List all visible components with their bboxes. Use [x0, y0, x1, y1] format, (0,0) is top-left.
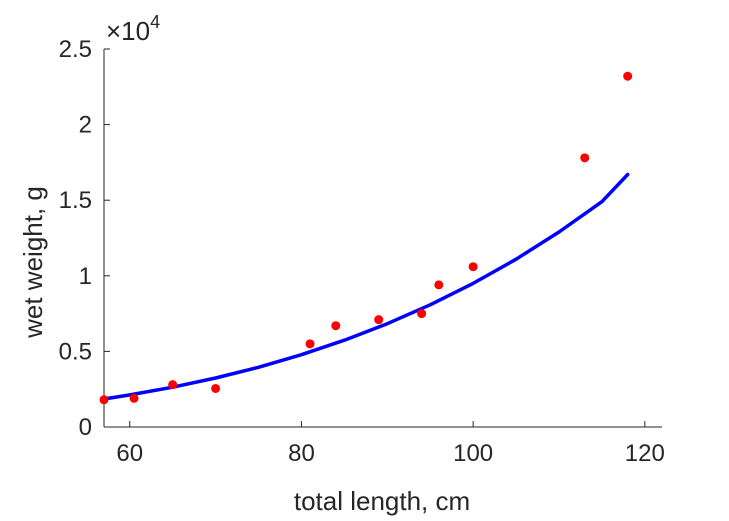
labels: total length, cm wet weight, g ×104	[18, 12, 470, 516]
y-tick-label: 2	[79, 112, 92, 139]
data-point	[374, 315, 384, 325]
x-tick-label: 60	[116, 440, 143, 467]
y-tick-label: 1.5	[59, 187, 92, 214]
data-point	[211, 383, 221, 393]
marks	[99, 71, 633, 405]
y-exponent-prefix: ×10	[106, 16, 150, 46]
y-axis-label: wet weight, g	[18, 186, 48, 339]
data-point	[417, 309, 427, 319]
x-tick-label: 80	[288, 440, 315, 467]
y-tick-label: 0.5	[59, 338, 92, 365]
data-point	[99, 395, 109, 405]
y-exponent-label: ×104	[106, 12, 160, 46]
x-axis-label: total length, cm	[294, 486, 470, 516]
y-tick-label: 1	[79, 263, 92, 290]
axes: 60 80 100 120 0 0.5 1 1.5 2 2.5	[59, 36, 665, 467]
x-tick-label: 100	[453, 440, 493, 467]
data-point	[623, 71, 633, 81]
y-tick-label: 0	[79, 414, 92, 441]
data-point	[129, 393, 139, 403]
data-point	[168, 380, 178, 390]
data-point	[305, 339, 315, 349]
data-point	[468, 262, 478, 272]
data-point	[434, 280, 444, 290]
data-point	[580, 153, 590, 163]
fit-curve	[102, 172, 630, 401]
y-tick-label: 2.5	[59, 36, 92, 63]
y-exponent-power: 4	[150, 12, 160, 32]
data-point	[331, 321, 341, 331]
x-tick-label: 120	[625, 440, 665, 467]
